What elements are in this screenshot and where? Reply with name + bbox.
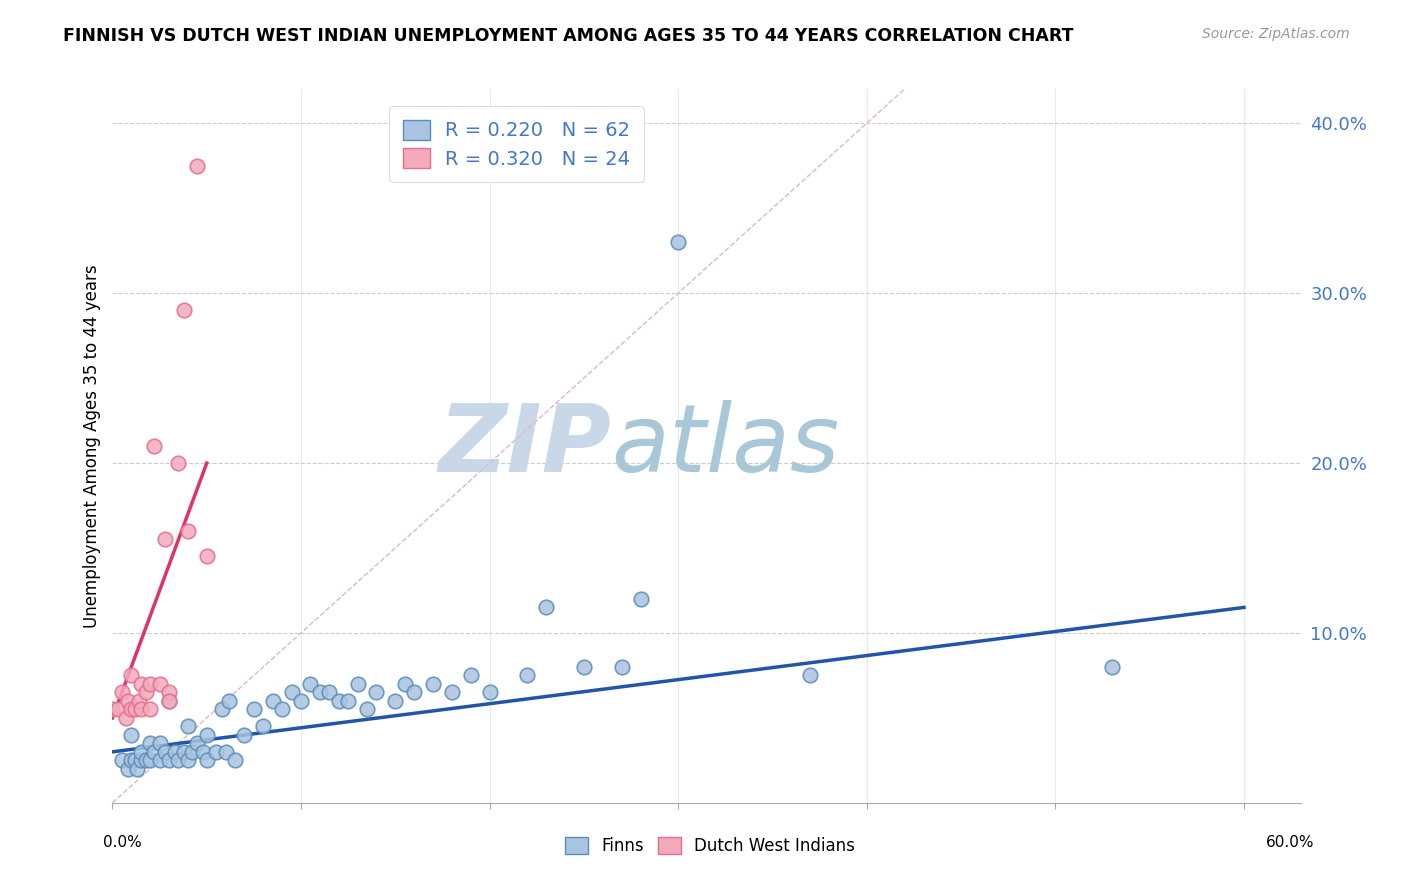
Point	[111, 753, 134, 767]
Point	[124, 753, 146, 767]
Point	[271, 702, 294, 716]
Point	[280, 685, 302, 699]
Point	[177, 719, 200, 733]
Point	[205, 745, 228, 759]
Point	[157, 694, 180, 708]
Point	[195, 549, 218, 564]
Point	[394, 677, 416, 691]
Point	[128, 694, 150, 708]
Point	[143, 745, 166, 759]
Y-axis label: Unemployment Among Ages 35 to 44 years: Unemployment Among Ages 35 to 44 years	[83, 264, 101, 628]
Point	[173, 745, 195, 759]
Point	[211, 702, 233, 716]
Point	[157, 753, 180, 767]
Point	[186, 159, 208, 173]
Point	[149, 736, 172, 750]
Point	[799, 668, 821, 682]
Point	[224, 753, 246, 767]
Point	[191, 745, 214, 759]
Point	[440, 685, 463, 699]
Point	[167, 753, 190, 767]
Point	[337, 694, 360, 708]
Point	[318, 685, 340, 699]
Point	[120, 702, 142, 716]
Point	[180, 745, 202, 759]
Point	[120, 753, 142, 767]
Point	[155, 533, 177, 547]
Text: Source: ZipAtlas.com: Source: ZipAtlas.com	[1202, 27, 1350, 41]
Point	[111, 685, 134, 699]
Point	[252, 719, 274, 733]
Point	[135, 753, 157, 767]
Point	[120, 668, 142, 682]
Text: 60.0%: 60.0%	[1267, 836, 1315, 850]
Point	[186, 736, 208, 750]
Point	[114, 711, 136, 725]
Point	[143, 439, 166, 453]
Point	[290, 694, 312, 708]
Point	[214, 745, 236, 759]
Point	[195, 728, 218, 742]
Point	[129, 677, 152, 691]
Point	[1101, 660, 1123, 674]
Point	[173, 303, 195, 318]
Point	[666, 235, 689, 249]
Point	[167, 456, 190, 470]
Point	[124, 702, 146, 716]
Point	[117, 762, 139, 776]
Text: atlas: atlas	[612, 401, 839, 491]
Point	[177, 524, 200, 538]
Point	[233, 728, 256, 742]
Point	[155, 745, 177, 759]
Point	[107, 702, 129, 716]
Point	[157, 694, 180, 708]
Point	[120, 728, 142, 742]
Point	[195, 753, 218, 767]
Legend: Finns, Dutch West Indians: Finns, Dutch West Indians	[558, 830, 862, 862]
Point	[309, 685, 332, 699]
Point	[129, 753, 152, 767]
Point	[139, 753, 162, 767]
Point	[139, 677, 162, 691]
Point	[135, 685, 157, 699]
Point	[157, 685, 180, 699]
Point	[630, 591, 652, 606]
Point	[516, 668, 538, 682]
Point	[610, 660, 633, 674]
Point	[117, 694, 139, 708]
Text: FINNISH VS DUTCH WEST INDIAN UNEMPLOYMENT AMONG AGES 35 TO 44 YEARS CORRELATION : FINNISH VS DUTCH WEST INDIAN UNEMPLOYMEN…	[63, 27, 1074, 45]
Point	[460, 668, 482, 682]
Point	[534, 600, 557, 615]
Point	[478, 685, 501, 699]
Point	[572, 660, 595, 674]
Point	[139, 736, 162, 750]
Point	[299, 677, 322, 691]
Point	[129, 702, 152, 716]
Point	[404, 685, 426, 699]
Point	[218, 694, 240, 708]
Point	[243, 702, 266, 716]
Point	[101, 702, 124, 716]
Point	[177, 753, 200, 767]
Point	[356, 702, 378, 716]
Point	[328, 694, 350, 708]
Point	[422, 677, 444, 691]
Legend: R = 0.220   N = 62, R = 0.320   N = 24: R = 0.220 N = 62, R = 0.320 N = 24	[389, 106, 644, 182]
Point	[262, 694, 284, 708]
Point	[149, 753, 172, 767]
Point	[366, 685, 388, 699]
Text: 0.0%: 0.0%	[103, 836, 142, 850]
Text: ZIP: ZIP	[439, 400, 612, 492]
Point	[163, 745, 186, 759]
Point	[384, 694, 406, 708]
Point	[125, 762, 148, 776]
Point	[139, 702, 162, 716]
Point	[129, 745, 152, 759]
Point	[149, 677, 172, 691]
Point	[346, 677, 368, 691]
